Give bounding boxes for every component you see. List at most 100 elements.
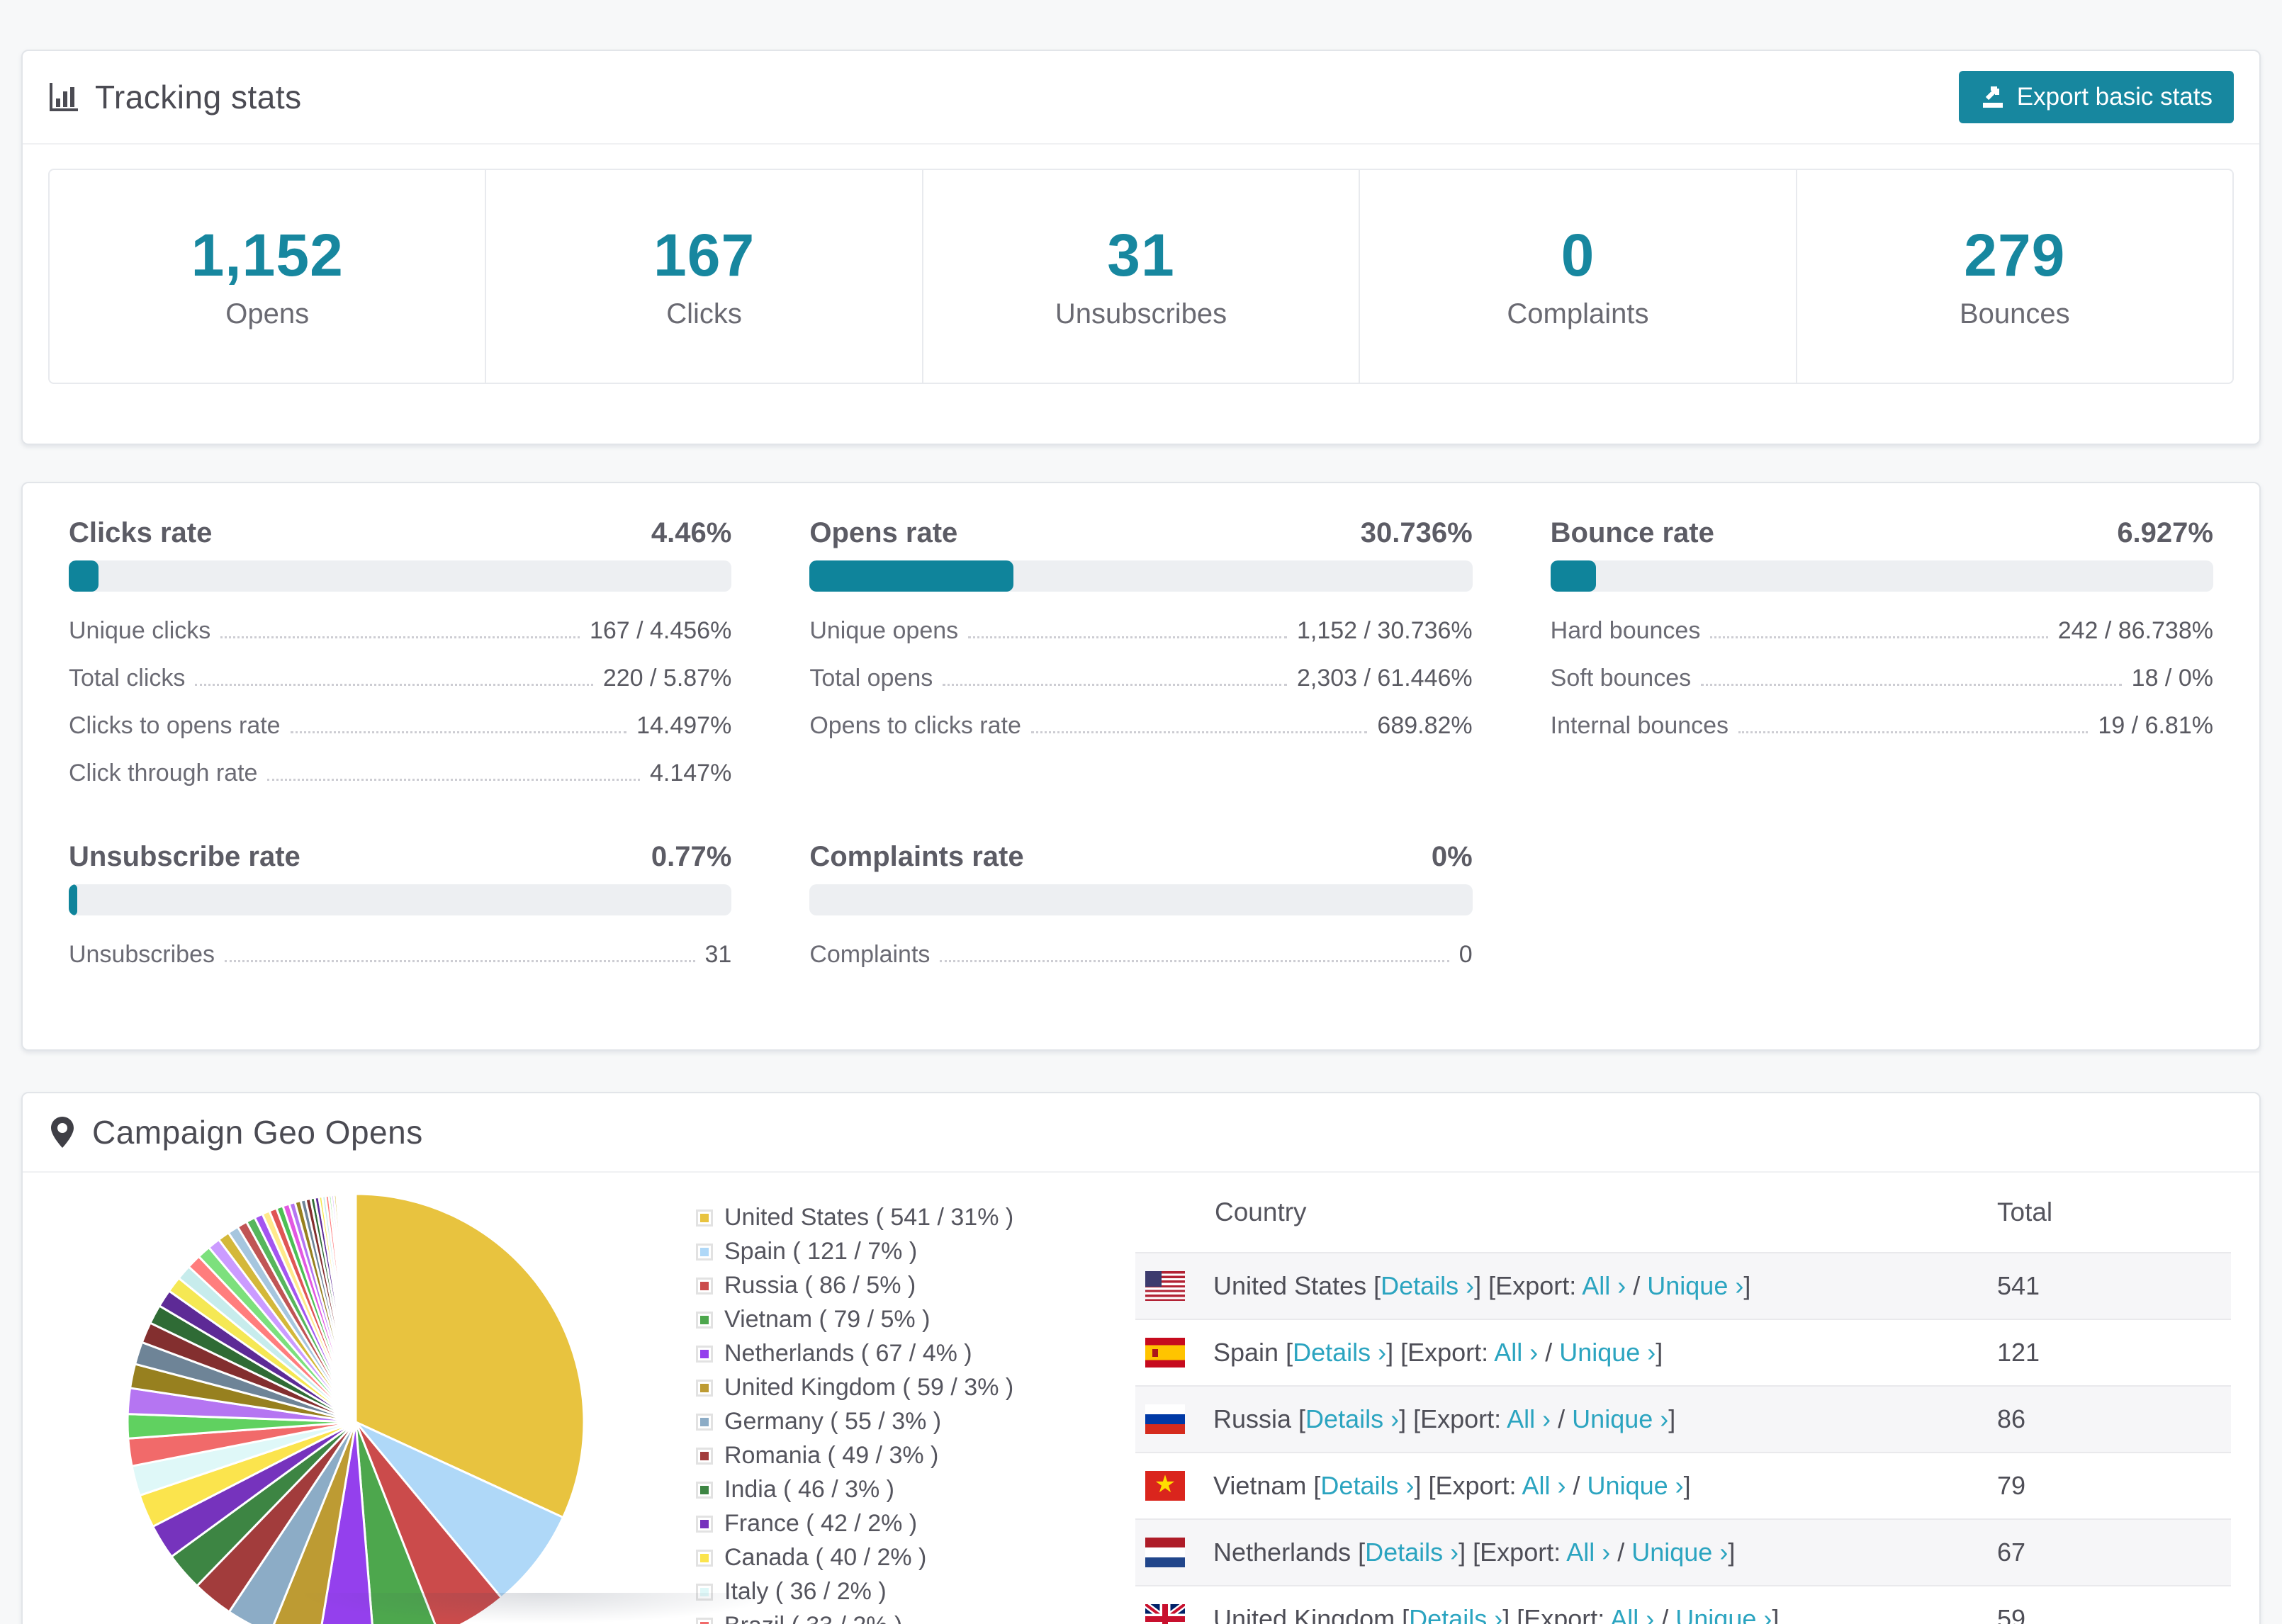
page-title: Tracking stats xyxy=(95,79,302,115)
metric-value: 0 xyxy=(1458,941,1473,968)
country-cell: Vietnam [Details ›] [Export: All › / Uni… xyxy=(1135,1455,1997,1516)
legend-label: Brazil ( 33 / 2% ) xyxy=(724,1612,902,1624)
country-flag-gb xyxy=(1145,1604,1185,1624)
metric-row: Hard bounces 242 / 86.738% xyxy=(1551,607,2213,655)
export-unique-link[interactable]: Unique › xyxy=(1675,1604,1772,1624)
legend-item: Germany ( 55 / 3% ) xyxy=(696,1408,1093,1436)
stat-value: 279 xyxy=(1964,222,2066,288)
details-link[interactable]: Details › xyxy=(1409,1604,1503,1624)
rate-panel: Bounce rate 6.927% Hard bounces 242 / 86.73… xyxy=(1550,517,2213,797)
rate-panel-title: Complaints rate xyxy=(809,841,1024,872)
details-link[interactable]: Details › xyxy=(1365,1538,1459,1567)
geo-legend: United States ( 541 / 31% ) Spain ( 121 /… xyxy=(696,1204,1093,1624)
country-name: Russia [Details ›] [Export: All › / Uniq… xyxy=(1213,1404,1676,1433)
export-unique-link[interactable]: Unique › xyxy=(1647,1271,1744,1300)
table-row: Russia [Details ›] [Export: All › / Uniq… xyxy=(1135,1385,2231,1452)
metric-label: Total clicks xyxy=(69,665,186,692)
dotted-leader xyxy=(1030,731,1368,733)
legend-label: United States ( 541 / 31% ) xyxy=(724,1204,1014,1231)
export-unique-link[interactable]: Unique › xyxy=(1559,1338,1656,1367)
pie-slice-spain xyxy=(354,1421,565,1599)
pie-slice-united-states xyxy=(354,1192,585,1519)
metric-value: 18 / 0% xyxy=(2131,665,2213,692)
table-row: United Kingdom [Details ›] [Export: All … xyxy=(1135,1585,2231,1624)
stat-value: 31 xyxy=(1107,222,1175,288)
pie-slice-other xyxy=(354,1192,357,1423)
details-link[interactable]: Details › xyxy=(1305,1404,1400,1433)
rate-panel-head: Bounce rate 6.927% xyxy=(1551,517,2213,549)
total-value: 79 xyxy=(1997,1471,2026,1500)
progress-fill xyxy=(809,560,1013,592)
dotted-leader xyxy=(224,960,695,962)
progress-bar xyxy=(809,560,1473,592)
rate-panel-title: Unsubscribe rate xyxy=(69,841,300,872)
export-all-link[interactable]: All › xyxy=(1566,1538,1611,1567)
metric-value: 2,303 / 61.446% xyxy=(1297,665,1473,692)
rate-panel: Opens rate 30.736% Unique opens 1,152 / 30.… xyxy=(809,517,1473,797)
stat-box: 167 Clicks xyxy=(485,170,921,383)
stat-box: 1,152 Opens xyxy=(50,170,485,383)
export-all-link[interactable]: All › xyxy=(1582,1271,1626,1300)
country-cell: United States [Details ›] [Export: All ›… xyxy=(1135,1256,1997,1316)
stats-row: 1,152 Opens 167 Clicks 31 Unsubscribes 0 Compla… xyxy=(48,169,2234,384)
total-value: 59 xyxy=(1997,1604,2026,1624)
legend-item: Romania ( 49 / 3% ) xyxy=(696,1442,1093,1470)
stat-box: 0 Complaints xyxy=(1359,170,1795,383)
metric-label: Unsubscribes xyxy=(69,941,215,968)
rate-panel-head: Unsubscribe rate 0.77% xyxy=(69,841,731,873)
metric-value: 1,152 / 30.736% xyxy=(1297,617,1473,644)
export-basic-stats-button[interactable]: Export basic stats xyxy=(1958,71,2234,123)
progress-bar xyxy=(69,560,732,592)
legend-label: Romania ( 49 / 3% ) xyxy=(724,1442,939,1469)
rate-panel: Unsubscribe rate 0.77% Unsubscribes 31 xyxy=(69,841,732,979)
legend-item: Italy ( 36 / 2% ) xyxy=(696,1578,1093,1606)
rate-panel: Clicks rate 4.46% Unique clicks 167 / 4.456… xyxy=(69,517,732,797)
metric-row: Unsubscribes 31 xyxy=(69,931,731,979)
export-all-link[interactable]: All › xyxy=(1610,1604,1655,1624)
legend-swatch xyxy=(696,1583,713,1601)
rate-panel-title: Bounce rate xyxy=(1550,517,1714,548)
details-link[interactable]: Details › xyxy=(1381,1271,1475,1300)
geo-table: Country Total United States [Details ›] … xyxy=(1135,1173,2231,1624)
metric-value: 220 / 5.87% xyxy=(602,665,732,692)
dotted-leader xyxy=(290,731,627,733)
legend-swatch xyxy=(696,1447,713,1465)
legend-swatch xyxy=(696,1413,713,1431)
export-all-link[interactable]: All › xyxy=(1522,1471,1566,1500)
export-all-link[interactable]: All › xyxy=(1494,1338,1539,1367)
table-row: Vietnam [Details ›] [Export: All › / Uni… xyxy=(1135,1452,2231,1518)
export-unique-link[interactable]: Unique › xyxy=(1587,1471,1684,1500)
total-value: 86 xyxy=(1997,1404,2026,1433)
metric-row: Complaints 0 xyxy=(809,931,1472,979)
legend-item: Vietnam ( 79 / 5% ) xyxy=(696,1306,1093,1333)
metric-row: Clicks to opens rate 14.497% xyxy=(69,702,731,750)
pie-slice-netherlands xyxy=(320,1421,373,1624)
tracking-stats-card: Tracking stats Export basic stats 1,152 O… xyxy=(21,50,2261,445)
legend-label: Vietnam ( 79 / 5% ) xyxy=(724,1306,931,1333)
progress-bar xyxy=(69,884,732,915)
dotted-leader xyxy=(267,779,640,781)
country-flag-nl xyxy=(1145,1538,1185,1567)
export-button-label: Export basic stats xyxy=(2016,83,2213,111)
dotted-leader xyxy=(940,960,1449,962)
metric-label: Unique clicks xyxy=(69,617,211,644)
details-link[interactable]: Details › xyxy=(1320,1471,1415,1500)
bar-chart-icon xyxy=(48,81,79,113)
export-unique-link[interactable]: Unique › xyxy=(1631,1538,1729,1567)
dotted-leader xyxy=(1738,731,2089,733)
legend-swatch xyxy=(696,1549,713,1567)
country-flag-es xyxy=(1145,1338,1185,1368)
pie-slice-vietnam xyxy=(354,1421,437,1624)
legend-swatch xyxy=(696,1515,713,1533)
details-link[interactable]: Details › xyxy=(1293,1338,1387,1367)
stat-label: Bounces xyxy=(1959,298,2070,329)
legend-swatch xyxy=(696,1481,713,1499)
rate-panel-value: 4.46% xyxy=(651,517,732,548)
export-unique-link[interactable]: Unique › xyxy=(1572,1404,1669,1433)
table-header-country: Country xyxy=(1215,1197,1307,1227)
export-all-link[interactable]: All › xyxy=(1507,1404,1551,1433)
rate-panel-head: Opens rate 30.736% xyxy=(809,517,1472,549)
progress-fill xyxy=(1550,560,1597,592)
legend-label: Germany ( 55 / 3% ) xyxy=(724,1408,942,1435)
metric-row: Click through rate 4.147% xyxy=(69,750,731,797)
